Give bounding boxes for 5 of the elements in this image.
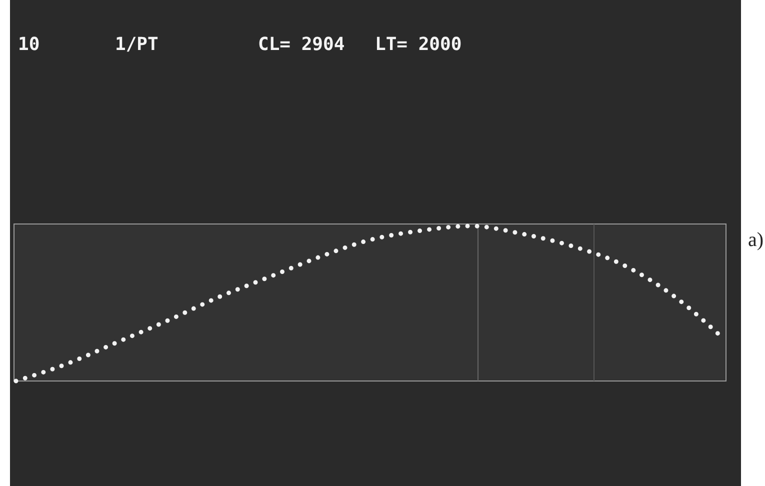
text: CL= 2904 [258,34,345,55]
text: a) [748,229,764,251]
text: LT= 2000 [375,34,462,55]
text: 1/PT [115,34,159,55]
text: 10 [18,34,40,55]
